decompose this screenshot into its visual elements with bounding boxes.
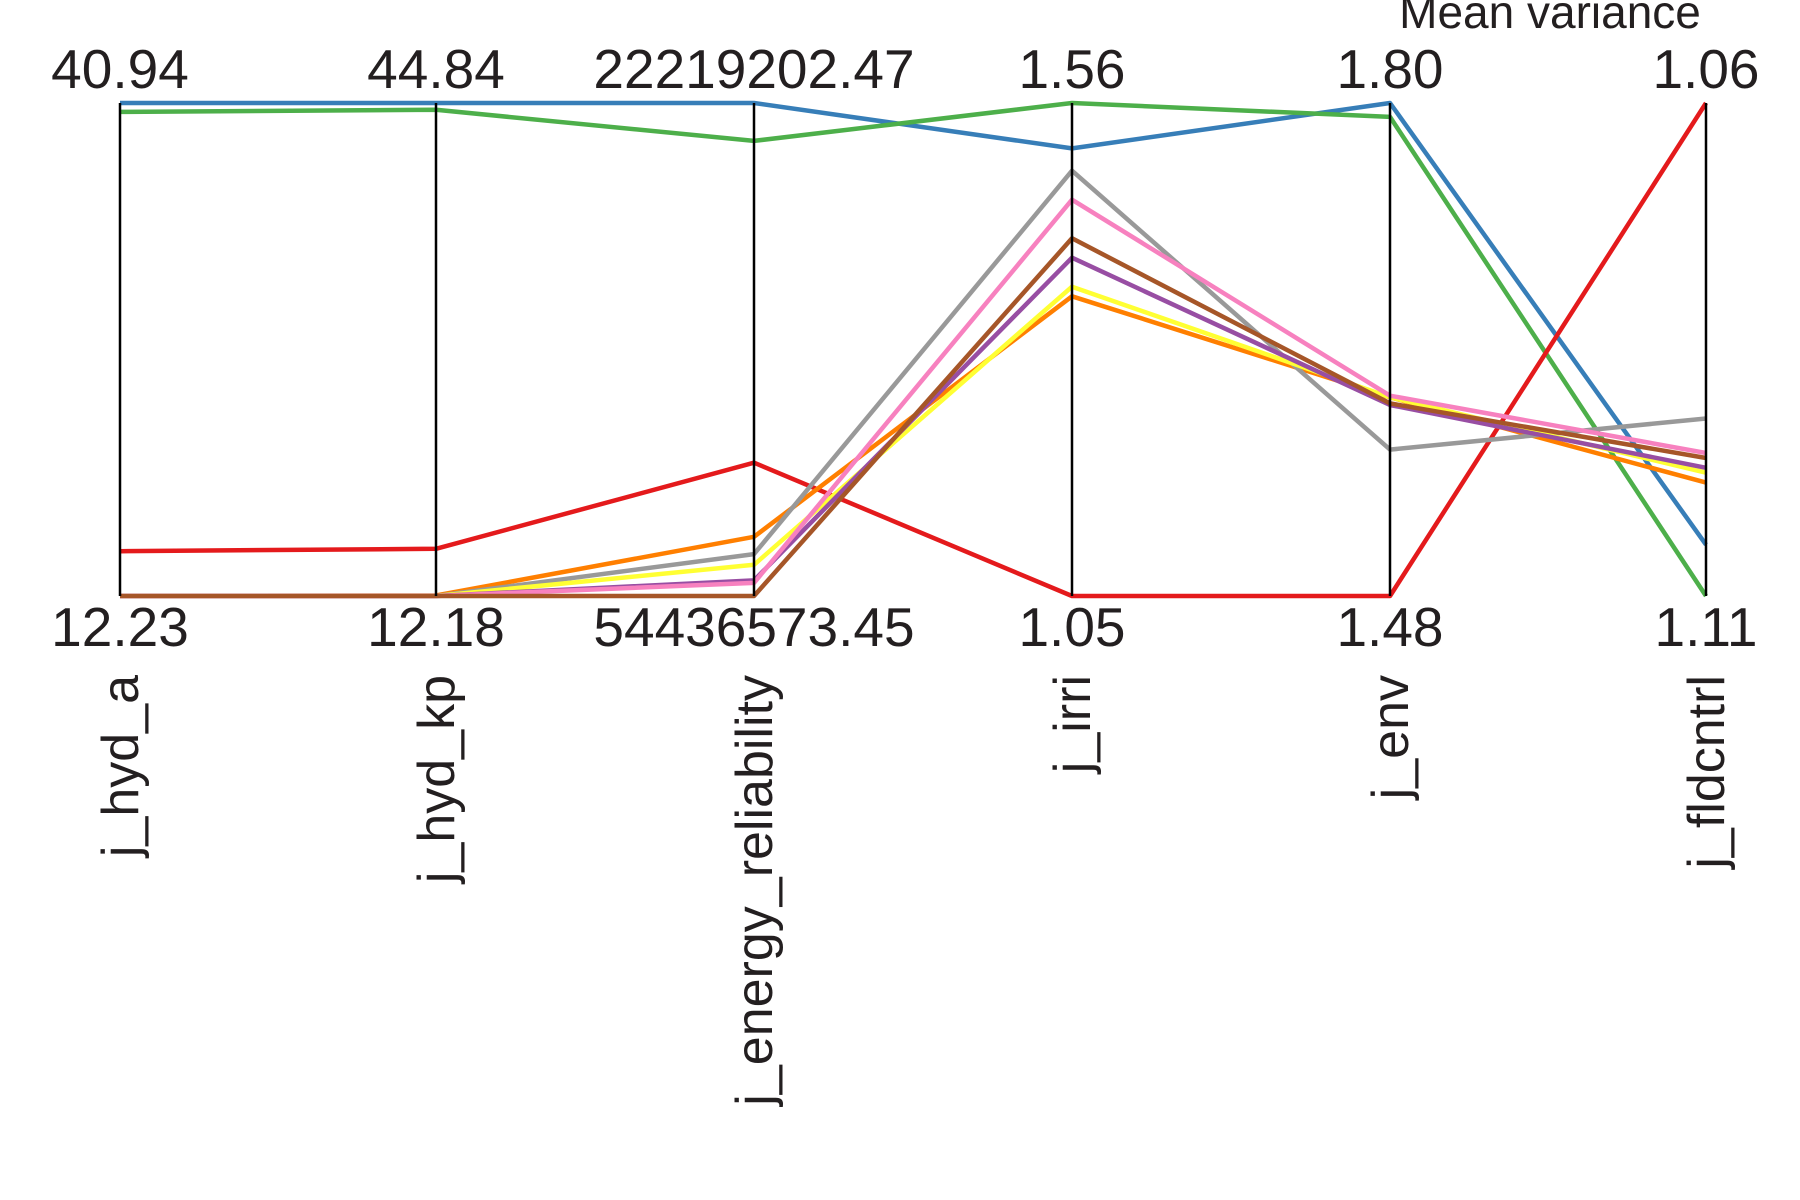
axis-name-j_hyd_kp: j_hyd_kp: [408, 675, 466, 885]
axis-max-label-j_fldcntrl: 1.06: [1652, 38, 1759, 100]
axis-min-label-j_hyd_kp: 12.18: [367, 596, 505, 658]
axis-name-j_energy_reliability: j_energy_reliability: [726, 675, 784, 1108]
chart-title: Mean variance: [1399, 0, 1701, 38]
axis-max-label-j_irri: 1.56: [1018, 38, 1125, 100]
axis-min-label-j_env: 1.48: [1336, 596, 1443, 658]
series-line-2: [119, 100, 1708, 598]
axis-min-label-j_fldcntrl: 1.11: [1655, 596, 1758, 658]
axis-max-label-j_energy_reliability: 22219202.47: [593, 38, 914, 100]
axis-min-label-j_irri: 1.05: [1018, 596, 1125, 658]
series-line-1: [120, 100, 1708, 547]
axis-min-label-j_energy_reliability: 54436573.45: [593, 596, 914, 658]
axis-name-j_fldcntrl: j_fldcntrl: [1678, 675, 1736, 871]
series-line-8: [120, 197, 1707, 599]
axis-name-j_hyd_a: j_hyd_a: [92, 675, 150, 859]
axis-max-label-j_env: 1.80: [1336, 38, 1443, 100]
axis-min-label-j_hyd_a: 12.23: [51, 596, 189, 658]
series-line-3: [119, 101, 1708, 599]
axis-name-j_irri: j_irri: [1044, 675, 1102, 775]
series-lines: [119, 100, 1708, 599]
series-line-9: [120, 236, 1707, 599]
axis-max-label-j_hyd_kp: 44.84: [367, 38, 505, 100]
axis-name-j_env: j_env: [1362, 675, 1420, 801]
axis-max-label-j_hyd_a: 40.94: [51, 38, 189, 100]
axes: 40.94 12.23 j_hyd_a 44.84 12.18 j_hyd_kp 22219…: [51, 38, 1759, 1108]
